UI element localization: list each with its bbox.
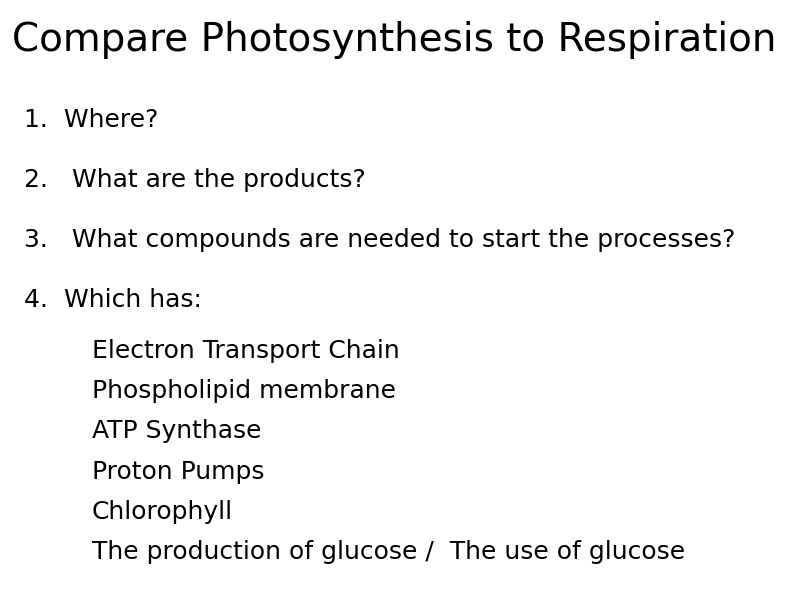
- Text: The production of glucose /  The use of glucose: The production of glucose / The use of g…: [92, 540, 685, 564]
- Text: ATP Synthase: ATP Synthase: [92, 419, 262, 443]
- Text: Proton Pumps: Proton Pumps: [92, 460, 265, 484]
- Text: Compare Photosynthesis to Respiration: Compare Photosynthesis to Respiration: [12, 21, 776, 59]
- Text: Chlorophyll: Chlorophyll: [92, 500, 233, 524]
- Text: Phospholipid membrane: Phospholipid membrane: [92, 379, 396, 403]
- Text: 2.   What are the products?: 2. What are the products?: [24, 168, 366, 192]
- Text: 3.   What compounds are needed to start the processes?: 3. What compounds are needed to start th…: [24, 228, 735, 252]
- Text: 4.  Which has:: 4. Which has:: [24, 288, 202, 312]
- Text: 1.  Where?: 1. Where?: [24, 108, 158, 132]
- Text: Electron Transport Chain: Electron Transport Chain: [92, 339, 400, 363]
